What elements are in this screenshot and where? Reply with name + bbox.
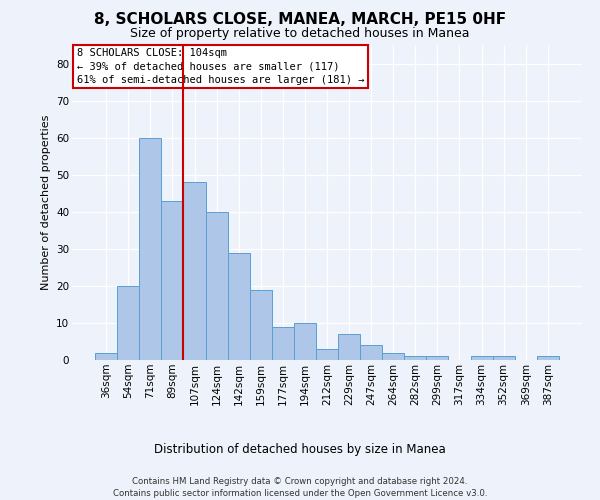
Bar <box>184 182 206 360</box>
Bar <box>139 138 161 360</box>
Bar <box>493 356 515 360</box>
Bar <box>316 349 338 360</box>
Bar <box>470 356 493 360</box>
Text: Distribution of detached houses by size in Manea: Distribution of detached houses by size … <box>154 442 446 456</box>
Text: 8, SCHOLARS CLOSE, MANEA, MARCH, PE15 0HF: 8, SCHOLARS CLOSE, MANEA, MARCH, PE15 0H… <box>94 12 506 28</box>
Bar <box>360 345 382 360</box>
Bar <box>161 200 184 360</box>
Bar <box>427 356 448 360</box>
Bar <box>382 352 404 360</box>
Text: Contains HM Land Registry data © Crown copyright and database right 2024.: Contains HM Land Registry data © Crown c… <box>132 478 468 486</box>
Bar <box>338 334 360 360</box>
Text: Size of property relative to detached houses in Manea: Size of property relative to detached ho… <box>130 28 470 40</box>
Bar <box>294 323 316 360</box>
Bar <box>227 252 250 360</box>
Bar <box>272 326 294 360</box>
Text: 8 SCHOLARS CLOSE: 104sqm
← 39% of detached houses are smaller (117)
61% of semi-: 8 SCHOLARS CLOSE: 104sqm ← 39% of detach… <box>77 48 365 84</box>
Bar <box>250 290 272 360</box>
Bar <box>95 352 117 360</box>
Bar <box>404 356 427 360</box>
Y-axis label: Number of detached properties: Number of detached properties <box>41 115 50 290</box>
Text: Contains public sector information licensed under the Open Government Licence v3: Contains public sector information licen… <box>113 489 487 498</box>
Bar <box>206 212 227 360</box>
Bar <box>117 286 139 360</box>
Bar <box>537 356 559 360</box>
